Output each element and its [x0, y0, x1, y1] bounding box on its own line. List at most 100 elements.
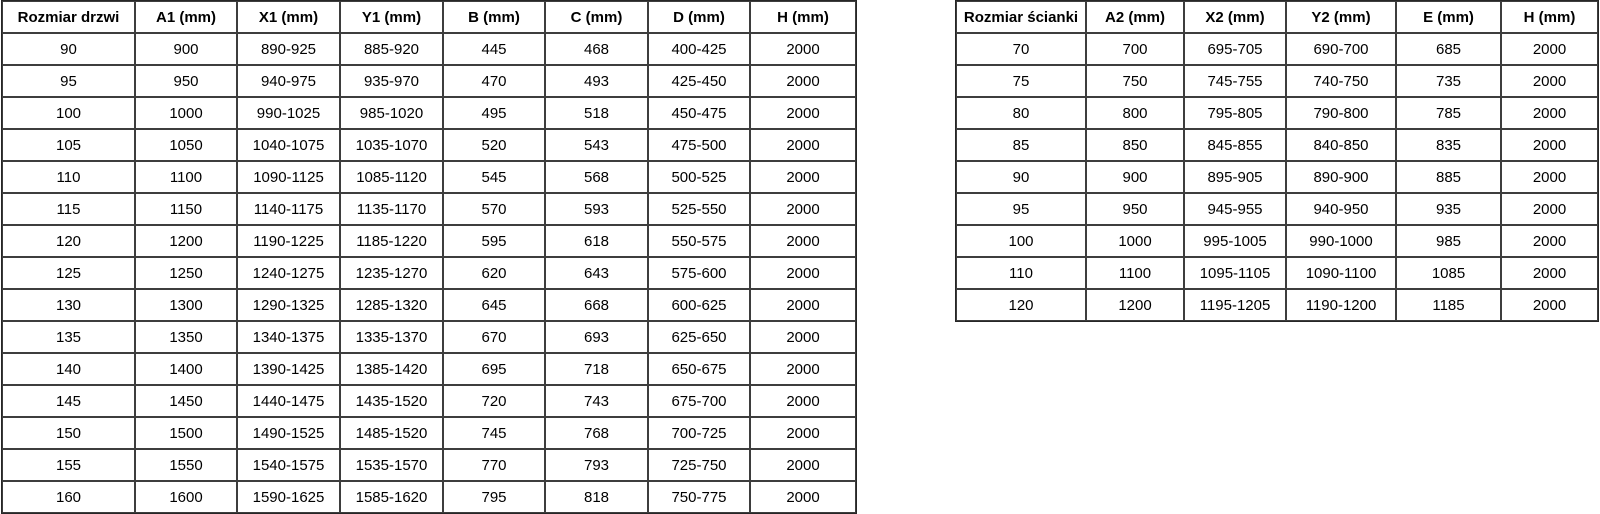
table-cell: 885	[1396, 161, 1501, 193]
table-cell: 1335-1370	[340, 321, 443, 353]
table-cell: 100	[2, 97, 135, 129]
table-cell: 670	[443, 321, 545, 353]
table-cell: 468	[545, 33, 648, 65]
table-cell: 725-750	[648, 449, 750, 481]
table-cell: 718	[545, 353, 648, 385]
table-row: 105 1050 1040-1075 1035-1070 520 543 475-500 20…	[2, 129, 856, 161]
table-cell: 2000	[750, 385, 856, 417]
table-cell: 1290-1325	[237, 289, 340, 321]
table-cell: 70	[956, 33, 1086, 65]
table-cell: 785	[1396, 97, 1501, 129]
table-cell: 940-975	[237, 65, 340, 97]
table-cell: 600-625	[648, 289, 750, 321]
table-cell: 735	[1396, 65, 1501, 97]
table-cell: 2000	[750, 161, 856, 193]
table-cell: 840-850	[1286, 129, 1396, 161]
table-row: 70 700 695-705 690-700 685 2000	[956, 33, 1598, 65]
table-cell: 850	[1086, 129, 1184, 161]
table-cell: 160	[2, 481, 135, 513]
table-cell: 1090-1100	[1286, 257, 1396, 289]
table-cell: 685	[1396, 33, 1501, 65]
table-cell: 1000	[135, 97, 237, 129]
table-row: 85 850 845-855 840-850 835 2000	[956, 129, 1598, 161]
table-cell: 900	[135, 33, 237, 65]
table-row: 155 1550 1540-1575 1535-1570 770 793 725-750 20…	[2, 449, 856, 481]
table-cell: 593	[545, 193, 648, 225]
header-cell: X1 (mm)	[237, 1, 340, 33]
table-cell: 493	[545, 65, 648, 97]
table-cell: 750-775	[648, 481, 750, 513]
table-row: 95 950 945-955 940-950 935 2000	[956, 193, 1598, 225]
table-cell: 125	[2, 257, 135, 289]
table-cell: 985	[1396, 225, 1501, 257]
table-cell: 1135-1170	[340, 193, 443, 225]
table-row: 75 750 745-755 740-750 735 2000	[956, 65, 1598, 97]
doors-size-table: Rozmiar drzwi A1 (mm) X1 (mm) Y1 (mm) B (mm)…	[1, 0, 857, 514]
table-cell: 985-1020	[340, 97, 443, 129]
table-cell: 2000	[1501, 161, 1598, 193]
table-cell: 80	[956, 97, 1086, 129]
table-cell: 120	[956, 289, 1086, 321]
table-cell: 1400	[135, 353, 237, 385]
table-cell: 950	[135, 65, 237, 97]
table-cell: 790-800	[1286, 97, 1396, 129]
table-cell: 935	[1396, 193, 1501, 225]
header-cell: A1 (mm)	[135, 1, 237, 33]
table-cell: 1540-1575	[237, 449, 340, 481]
table-cell: 1435-1520	[340, 385, 443, 417]
table-cell: 750	[1086, 65, 1184, 97]
table-cell: 95	[956, 193, 1086, 225]
table-cell: 1485-1520	[340, 417, 443, 449]
table-cell: 945-955	[1184, 193, 1286, 225]
table-cell: 570	[443, 193, 545, 225]
table-cell: 1285-1320	[340, 289, 443, 321]
table-cell: 525-550	[648, 193, 750, 225]
table-row: 160 1600 1590-1625 1585-1620 795 818 750-775 20…	[2, 481, 856, 513]
header-cell: Y2 (mm)	[1286, 1, 1396, 33]
table-cell: 668	[545, 289, 648, 321]
header-cell: C (mm)	[545, 1, 648, 33]
table-cell: 550-575	[648, 225, 750, 257]
table-cell: 793	[545, 449, 648, 481]
table-cell: 400-425	[648, 33, 750, 65]
table-cell: 155	[2, 449, 135, 481]
table-cell: 935-970	[340, 65, 443, 97]
table-cell: 1185	[1396, 289, 1501, 321]
table-cell: 795	[443, 481, 545, 513]
table-cell: 543	[545, 129, 648, 161]
table-cell: 2000	[750, 353, 856, 385]
table-cell: 818	[545, 481, 648, 513]
table-cell: 2000	[1501, 65, 1598, 97]
header-cell: H (mm)	[1501, 1, 1598, 33]
table-cell: 425-450	[648, 65, 750, 97]
table-cell: 520	[443, 129, 545, 161]
table-cell: 675-700	[648, 385, 750, 417]
table-row: 80 800 795-805 790-800 785 2000	[956, 97, 1598, 129]
table-cell: 1235-1270	[340, 257, 443, 289]
table-cell: 890-925	[237, 33, 340, 65]
header-cell: H (mm)	[750, 1, 856, 33]
table-cell: 2000	[1501, 225, 1598, 257]
table-cell: 2000	[750, 129, 856, 161]
table-cell: 2000	[1501, 257, 1598, 289]
table-cell: 620	[443, 257, 545, 289]
header-cell: B (mm)	[443, 1, 545, 33]
table-cell: 1150	[135, 193, 237, 225]
table-cell: 1440-1475	[237, 385, 340, 417]
header-cell: E (mm)	[1396, 1, 1501, 33]
table-cell: 645	[443, 289, 545, 321]
table-cell: 2000	[1501, 129, 1598, 161]
table-cell: 150	[2, 417, 135, 449]
table-cell: 1350	[135, 321, 237, 353]
table-cell: 940-950	[1286, 193, 1396, 225]
table-row: 130 1300 1290-1325 1285-1320 645 668 600-625 20…	[2, 289, 856, 321]
table-cell: 115	[2, 193, 135, 225]
table-cell: 100	[956, 225, 1086, 257]
table-cell: 1050	[135, 129, 237, 161]
header-cell: Rozmiar ścianki	[956, 1, 1086, 33]
table-cell: 2000	[750, 97, 856, 129]
table-cell: 445	[443, 33, 545, 65]
table-cell: 1500	[135, 417, 237, 449]
table-cell: 595	[443, 225, 545, 257]
table-cell: 1385-1420	[340, 353, 443, 385]
